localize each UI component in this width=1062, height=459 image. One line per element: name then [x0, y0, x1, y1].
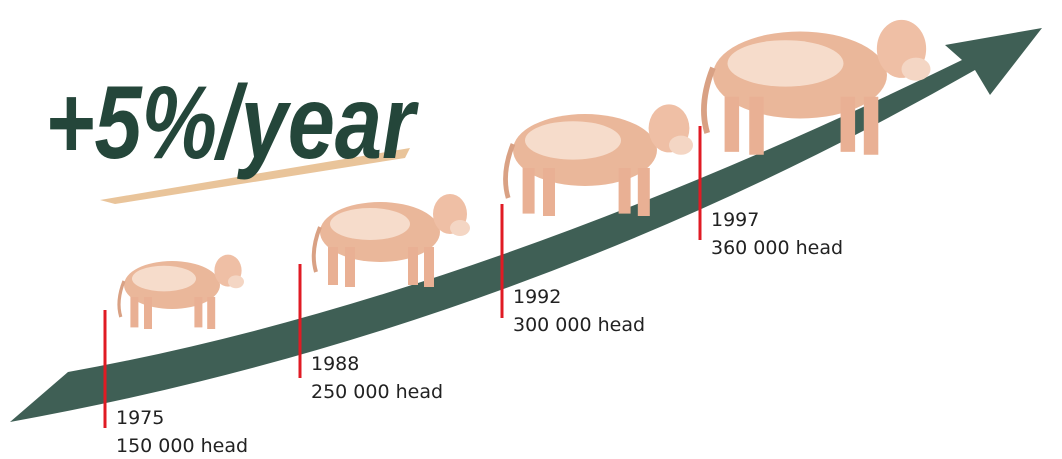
milestone-year: 1997	[711, 209, 759, 231]
headline: +5%/year	[45, 65, 420, 181]
milestone-label: 150 000 head	[116, 435, 248, 457]
milestone-year: 1988	[311, 353, 359, 375]
infographic: +5%/year 1975 150 000 head 1988 250 000 …	[0, 0, 1062, 459]
milestone-label: 300 000 head	[513, 314, 645, 336]
cow-medium	[314, 194, 470, 287]
milestone-year: 1992	[513, 286, 561, 308]
milestone-year: 1975	[116, 407, 164, 429]
cow-small	[119, 255, 244, 329]
milestone-label: 250 000 head	[311, 381, 443, 403]
milestone-label: 360 000 head	[711, 237, 843, 259]
